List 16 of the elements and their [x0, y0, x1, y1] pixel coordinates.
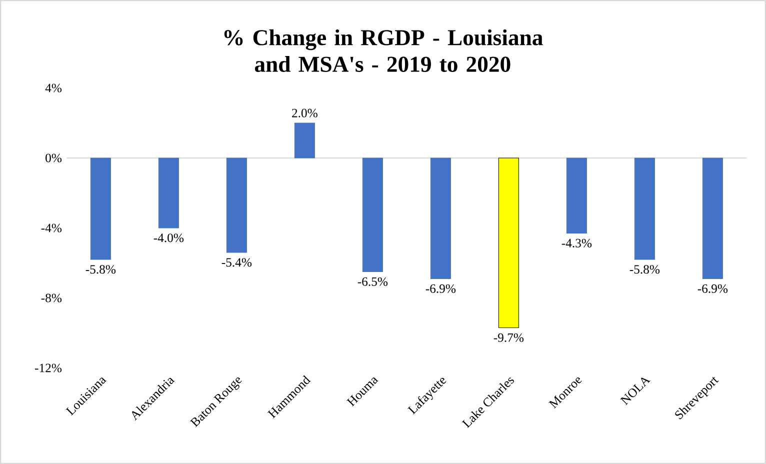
y-tick-label: 0% — [46, 154, 62, 162]
y-tick-label: -8% — [41, 294, 62, 302]
data-label: -6.9% — [426, 284, 456, 293]
data-label: -6.5% — [358, 277, 388, 286]
data-label: -5.8% — [630, 265, 660, 274]
data-label: 2.0% — [292, 108, 318, 118]
data-label: -5.8% — [86, 265, 116, 274]
data-label: -4.0% — [154, 234, 184, 242]
y-tick-label: 4% — [45, 84, 62, 92]
y-tick-label: -4% — [41, 224, 62, 232]
y-tick-label: -12% — [34, 364, 62, 372]
data-label: -5.4% — [222, 258, 252, 267]
chart-title: % Change in RGDP - Louisiana and MSA's - 2019 to 2020 — [224, 29, 543, 72]
data-label: -6.9% — [698, 284, 728, 293]
data-label: -4.3% — [562, 238, 592, 248]
data-label: -9.7% — [494, 333, 524, 342]
